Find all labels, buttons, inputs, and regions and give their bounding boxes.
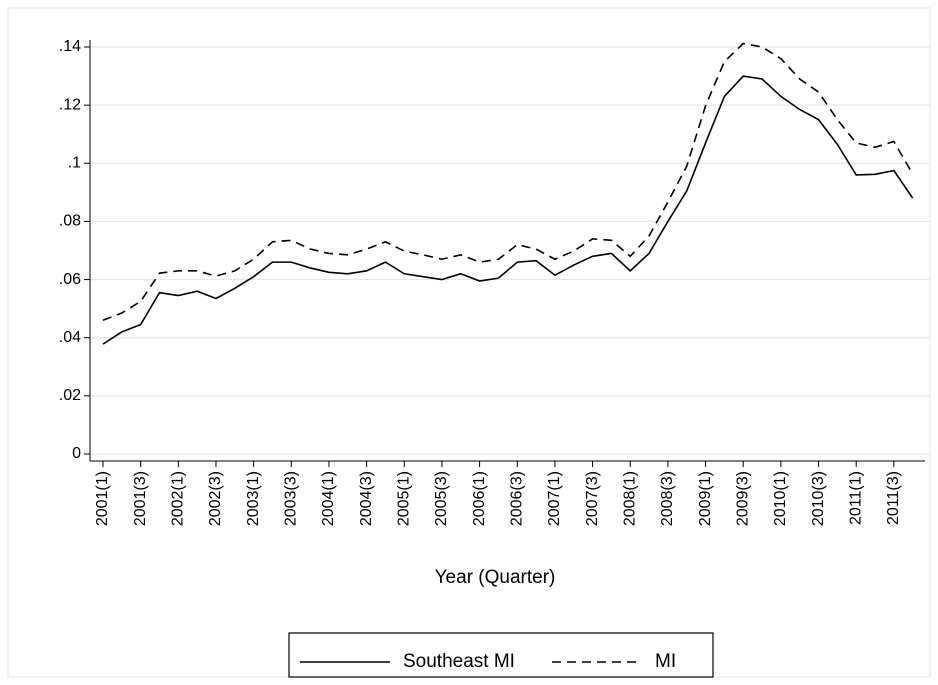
- y-tick-label: .1: [68, 155, 81, 172]
- x-tick-label: 2007(3): [584, 471, 601, 526]
- y-tick-label: .14: [59, 38, 81, 55]
- x-tick-label: 2001(3): [132, 471, 149, 526]
- x-tick-label: 2011(3): [885, 471, 902, 525]
- y-tick-label: 0: [72, 445, 81, 462]
- legend-box: [288, 632, 714, 678]
- x-tick-label: 2004(3): [358, 471, 375, 526]
- y-tick-label: .02: [59, 387, 81, 404]
- legend-label: MI: [655, 651, 676, 672]
- series-line: [102, 42, 914, 322]
- x-tick-label: 2011(1): [847, 471, 864, 525]
- x-axis-title: Year (Quarter): [435, 567, 556, 588]
- graph-frame: [7, 7, 931, 678]
- legend-label: Southeast MI: [403, 651, 515, 672]
- x-tick-label: 2009(1): [697, 471, 714, 526]
- x-tick-label: 2004(1): [320, 471, 337, 526]
- x-tick-label: 2006(3): [508, 471, 525, 526]
- x-tick-label: 2003(3): [283, 471, 300, 526]
- x-tick-label: 2001(1): [94, 471, 111, 526]
- x-tick-label: 2005(3): [433, 471, 450, 526]
- y-tick-label: .08: [59, 213, 81, 230]
- x-tick-label: 2006(1): [471, 471, 488, 526]
- x-tick-label: 2007(1): [546, 471, 563, 526]
- series-line: [102, 75, 914, 345]
- x-tick-label: 2002(1): [170, 471, 187, 526]
- x-tick-label: 2010(3): [810, 471, 827, 526]
- y-tick-label: .04: [59, 329, 81, 346]
- x-tick-label: 2002(3): [207, 471, 224, 526]
- y-tick-label: .06: [59, 271, 81, 288]
- x-tick-label: 2010(1): [772, 471, 789, 526]
- x-tick-label: 2008(1): [621, 471, 638, 526]
- y-tick-label: .12: [59, 96, 81, 113]
- x-tick-label: 2005(1): [395, 471, 412, 526]
- x-tick-label: 2009(3): [734, 471, 751, 526]
- x-tick-label: 2003(1): [245, 471, 262, 526]
- x-tick-label: 2008(3): [659, 471, 676, 526]
